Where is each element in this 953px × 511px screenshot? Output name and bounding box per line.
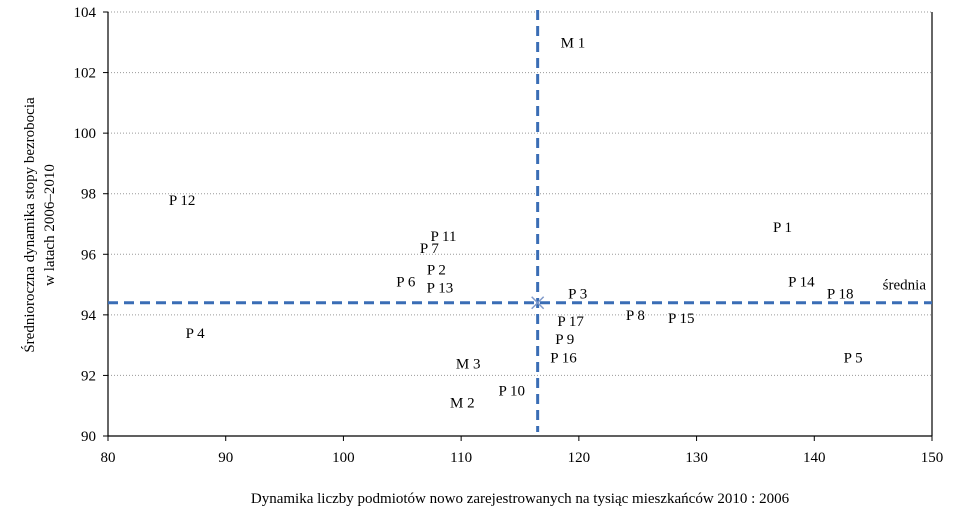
y-tick-label: 102	[74, 66, 97, 82]
data-point-label: P 18	[827, 287, 854, 303]
x-tick-label: 130	[685, 450, 708, 466]
data-point-label: P 7	[420, 241, 440, 257]
data-point-label: P 3	[568, 287, 587, 303]
mean-point-marker	[531, 296, 545, 310]
data-point-label: P 4	[186, 326, 206, 342]
data-point-label: P 16	[550, 350, 577, 366]
data-point-label: P 1	[773, 220, 792, 236]
y-axis-title: Średnioroczna dynamika stopy bezrobocia …	[21, 97, 58, 353]
y-axis-title-line-1: Średnioroczna dynamika stopy bezrobocia	[21, 97, 38, 353]
x-tick-label: 120	[568, 450, 591, 466]
data-point-label: P 11	[430, 229, 456, 245]
data-point-label: M 1	[561, 35, 586, 51]
y-tick-label: 94	[81, 308, 97, 324]
y-tick-label: 104	[74, 5, 97, 21]
data-point-label: M 2	[450, 396, 475, 412]
data-point-label: P 6	[396, 275, 416, 291]
data-point-label: P 9	[555, 332, 574, 348]
data-point-label: P 8	[626, 308, 645, 324]
data-point-label: M 3	[456, 356, 481, 372]
data-point-label: P 5	[844, 350, 863, 366]
data-point-label: P 15	[668, 311, 695, 327]
y-tick-label: 92	[81, 368, 96, 384]
y-tick-label: 90	[81, 429, 96, 445]
x-tick-label: 90	[218, 450, 233, 466]
x-axis-title: Dynamika liczby podmiotów nowo zarejestr…	[251, 491, 790, 507]
x-tick-label: 150	[921, 450, 944, 466]
y-tick-label: 100	[74, 126, 97, 142]
y-tick-label: 98	[81, 187, 96, 203]
data-point-label: P 10	[498, 384, 525, 400]
point-layer: M 1 P 12 P 1 P 11P 7 P 2 P 6 P 13 P 14 P 18 P 3 P …	[169, 35, 863, 411]
data-point-label: P 17	[557, 314, 584, 330]
x-tick-label: 100	[332, 450, 355, 466]
x-tick-label: 80	[101, 450, 116, 466]
y-axis-title-line-2: w latach 2006–2010	[42, 164, 58, 286]
x-tick-label: 110	[450, 450, 472, 466]
data-point-label: P 2	[427, 262, 446, 278]
grid-layer	[108, 11, 932, 376]
y-tick-label: 96	[81, 247, 97, 263]
axis-layer: 90 92 94 96 98 100 102 104 80 90 100 110 120 130 140 15…	[74, 5, 944, 466]
mean-label: średnia	[883, 278, 927, 294]
data-point-label: P 13	[427, 281, 454, 297]
mean-layer: średnia	[108, 10, 932, 432]
data-point-label: P 14	[788, 275, 815, 291]
data-point-label: P 12	[169, 193, 196, 209]
x-tick-label: 140	[803, 450, 826, 466]
